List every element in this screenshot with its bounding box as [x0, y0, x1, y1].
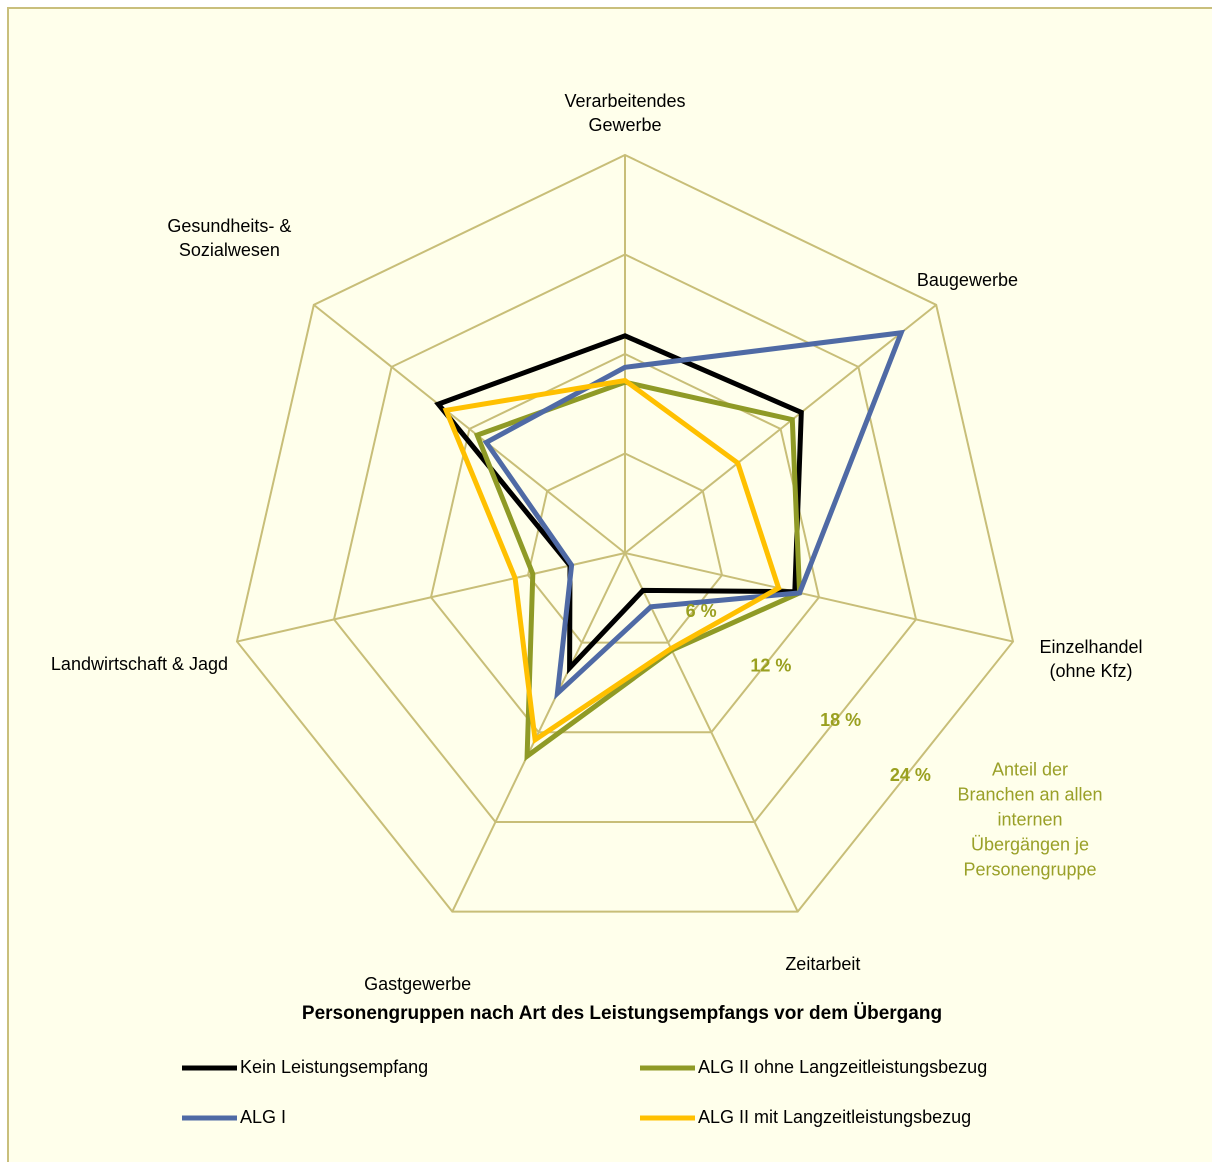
tick-label: 18 %: [820, 710, 861, 730]
series-line: [482, 329, 906, 700]
series-line: [434, 333, 804, 675]
legend-label: ALG II ohne Langzeitleistungsbezug: [698, 1057, 987, 1077]
category-label: Einzelhandel (ohne Kfz): [1039, 637, 1143, 682]
category-label: Gastgewerbe: [364, 973, 472, 994]
category-label: Zeitarbeit: [785, 953, 861, 974]
category-label: Verarbeitendes Gewerbe: [564, 91, 686, 135]
tick-label: 12 %: [750, 656, 791, 676]
tick-label: 6 %: [686, 601, 717, 621]
grid-ring: [526, 452, 724, 644]
spoke: [624, 552, 799, 913]
spoke: [624, 552, 1014, 643]
series-line: [442, 377, 782, 745]
spoke: [624, 304, 937, 554]
legend-label: Kein Leistungsempfang: [240, 1057, 428, 1077]
spoke: [236, 552, 626, 643]
legend-label: ALG II mit Langzeitleistungsbezug: [698, 1107, 971, 1127]
grid-ring: [332, 253, 918, 823]
category-label: Gesundheits- & Sozialwesen: [167, 215, 292, 260]
series-line: [473, 379, 803, 762]
annotation: Anteil der Branchen an allen internen Üb…: [957, 759, 1103, 880]
grid-ring: [235, 153, 1015, 913]
spoke: [451, 552, 626, 913]
category-label: Baugewerbe: [916, 269, 1018, 290]
legend-title: Personengruppen nach Art des Leistungsem…: [302, 1003, 942, 1024]
category-label: Landwirtschaft & Jagd: [50, 653, 229, 674]
legend-label: ALG I: [240, 1107, 286, 1127]
tick-label: 24 %: [890, 765, 931, 785]
spoke: [313, 304, 626, 554]
